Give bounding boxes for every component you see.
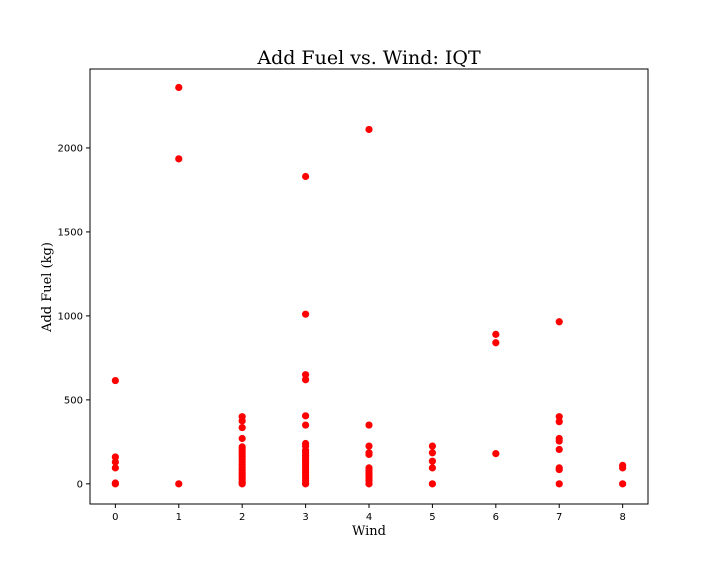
x-tick-label: 0 <box>112 512 118 523</box>
data-point <box>555 445 563 454</box>
data-point <box>428 464 437 472</box>
y-tick-label: 1500 <box>58 227 83 238</box>
data-point <box>301 376 310 384</box>
data-point <box>111 464 119 472</box>
data-point <box>175 155 183 163</box>
x-tick-label: 3 <box>302 512 308 523</box>
data-points <box>111 83 627 488</box>
data-point <box>555 465 563 474</box>
y-axis-label: Add Fuel (kg) <box>40 242 55 333</box>
data-point <box>492 339 500 347</box>
data-point <box>175 480 183 488</box>
data-point <box>301 172 310 181</box>
data-point <box>555 318 563 326</box>
x-tick-label: 4 <box>366 512 372 523</box>
data-point <box>428 480 437 488</box>
data-point <box>619 464 627 472</box>
data-point <box>365 125 373 134</box>
data-point <box>238 423 246 432</box>
data-point <box>111 458 119 466</box>
data-point <box>365 442 373 450</box>
x-tick-label: 8 <box>619 512 625 523</box>
data-point <box>428 442 437 450</box>
data-point <box>555 480 563 488</box>
data-point <box>301 371 310 379</box>
y-tick-label: 500 <box>64 395 83 406</box>
data-point <box>428 457 437 465</box>
data-point <box>111 376 119 385</box>
data-point <box>492 450 500 458</box>
data-point <box>365 480 373 488</box>
data-point <box>238 434 246 443</box>
y-tick-label: 2000 <box>58 143 83 154</box>
chart-title: Add Fuel vs. Wind: IQT <box>256 47 481 69</box>
data-point <box>301 310 310 318</box>
data-point <box>301 421 310 429</box>
data-point <box>111 480 119 488</box>
data-point <box>301 480 310 488</box>
data-point <box>555 437 563 445</box>
data-point <box>492 330 500 338</box>
x-axis-label: Wind <box>352 524 386 539</box>
data-point <box>619 480 627 488</box>
data-point <box>238 480 246 488</box>
data-point <box>365 421 373 429</box>
data-point <box>428 449 437 457</box>
data-point <box>365 450 373 459</box>
data-point <box>555 413 563 421</box>
x-tick-label: 6 <box>493 512 499 523</box>
data-point <box>111 453 119 461</box>
x-tick-label: 7 <box>556 512 562 523</box>
x-tick-label: 5 <box>429 512 435 523</box>
x-tick-label: 2 <box>239 512 245 523</box>
axis-ticks: 0 1 2 3 4 5 6 7 8 0 500 1000 1500 2000 <box>58 143 626 523</box>
data-point <box>301 412 310 420</box>
y-tick-label: 0 <box>77 479 83 490</box>
x-tick-label: 1 <box>176 512 182 523</box>
y-tick-label: 1000 <box>58 311 83 322</box>
plot-frame <box>89 68 649 505</box>
data-point <box>555 418 563 426</box>
data-point <box>238 417 246 425</box>
data-point <box>175 83 183 92</box>
